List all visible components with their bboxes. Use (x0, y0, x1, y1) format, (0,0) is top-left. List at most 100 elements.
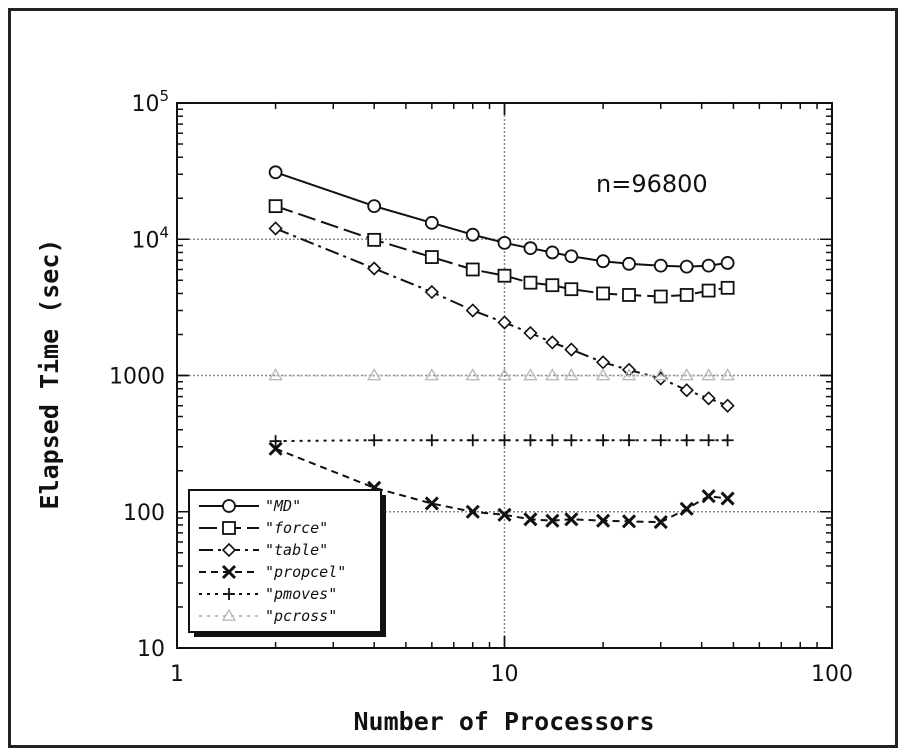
data-point (545, 245, 560, 260)
data-point (701, 368, 716, 381)
data-point (465, 303, 480, 318)
data-point (720, 398, 735, 413)
data-point (545, 368, 560, 381)
data-point (268, 441, 283, 456)
data-point (720, 256, 735, 270)
data-point (564, 342, 579, 357)
legend-label: "pcross" (265, 607, 337, 625)
series-5 (268, 368, 735, 381)
data-point (564, 282, 579, 297)
data-point (701, 391, 716, 406)
data-point (465, 262, 480, 277)
data-point (268, 199, 283, 214)
data-point (545, 278, 560, 293)
legend-label: "propcel" (265, 563, 346, 581)
data-point (523, 241, 538, 256)
tick-layer (176, 102, 833, 649)
annotation-n: n=96800 (596, 170, 708, 198)
series-2 (268, 221, 735, 413)
legend-marker (221, 542, 237, 558)
data-point (367, 261, 382, 276)
series-3 (268, 441, 735, 530)
data-point (524, 434, 537, 447)
legend-marker (221, 564, 237, 580)
series-1 (268, 199, 735, 304)
data-point (497, 315, 512, 330)
data-point (546, 434, 559, 447)
data-point (497, 268, 512, 283)
data-point (269, 435, 282, 448)
data-point (679, 383, 694, 398)
y-tick-label: 105 (131, 87, 169, 117)
data-point (596, 286, 610, 301)
x-tick-label: 100 (811, 662, 853, 687)
data-point (596, 254, 610, 269)
series-0 (268, 165, 735, 274)
data-point (653, 371, 668, 386)
data-point (545, 335, 560, 350)
data-point (596, 513, 611, 528)
data-point (622, 256, 636, 271)
legend-label: "pmoves" (265, 585, 337, 603)
data-point (597, 434, 610, 447)
legend-label: "table" (265, 541, 328, 559)
data-point (366, 368, 382, 381)
y-tick-label: 100 (123, 501, 165, 526)
data-point (701, 283, 716, 298)
data-point (465, 368, 480, 381)
data-point (701, 258, 716, 273)
data-point (424, 250, 439, 264)
data-point (679, 288, 694, 302)
legend-label: "force" (265, 519, 328, 537)
x-tick-label: 10 (491, 662, 519, 687)
data-point (621, 368, 637, 381)
data-point (268, 221, 283, 236)
x-tick-label: 1 (170, 662, 184, 687)
data-point (523, 275, 538, 290)
legend-label: "MD" (265, 497, 301, 515)
data-point (523, 368, 538, 381)
data-point (466, 434, 479, 447)
data-point (497, 236, 512, 250)
data-point (424, 215, 439, 230)
y-tick-label: 10 (137, 637, 165, 662)
data-point (701, 489, 716, 504)
data-point (654, 434, 667, 447)
y-tick-label: 1000 (109, 365, 165, 390)
data-point (367, 199, 382, 214)
data-point (424, 284, 439, 300)
data-point (653, 258, 668, 273)
legend-marker (223, 588, 235, 600)
data-point (564, 249, 579, 264)
data-point (368, 434, 381, 447)
data-point (679, 501, 694, 516)
data-point (653, 515, 668, 530)
data-point (523, 512, 538, 527)
data-point (720, 280, 735, 295)
data-point (367, 232, 382, 247)
data-point (564, 512, 579, 527)
data-point (424, 496, 439, 511)
legend-marker (222, 521, 236, 535)
data-point (622, 288, 636, 302)
data-point (497, 507, 512, 522)
data-point (268, 368, 283, 381)
legend-box (188, 489, 382, 633)
data-point (545, 513, 560, 528)
data-point (679, 368, 694, 381)
data-point (623, 434, 636, 447)
data-point (680, 434, 693, 447)
data-point (268, 165, 283, 180)
data-point (595, 368, 611, 381)
data-point (653, 368, 668, 381)
chart-frame (8, 8, 898, 748)
data-point (721, 434, 734, 447)
data-point (595, 355, 611, 370)
data-point (565, 434, 578, 447)
x-axis-title: Number of Processors (353, 707, 654, 736)
data-point (498, 434, 511, 447)
data-point (497, 368, 512, 381)
y-tick-label: 104 (131, 223, 169, 253)
